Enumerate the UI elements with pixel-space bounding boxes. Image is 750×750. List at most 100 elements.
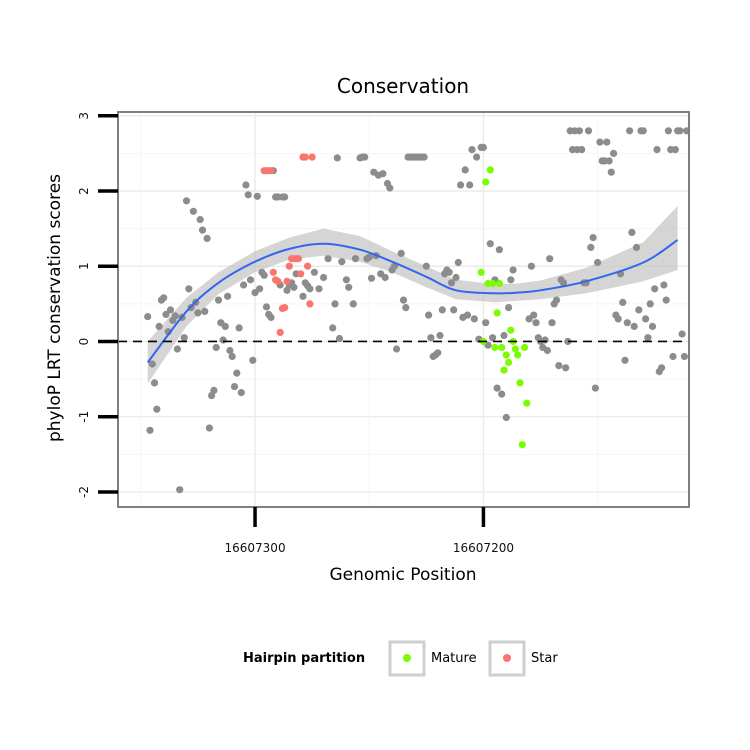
data-point-other: [345, 283, 353, 291]
data-point-other: [493, 384, 501, 392]
data-point-other: [614, 315, 622, 323]
data-point-other: [468, 146, 476, 154]
data-point-mature: [489, 279, 497, 288]
chart-title: Conservation: [337, 74, 469, 98]
data-point-other: [155, 322, 163, 330]
data-point-other: [466, 181, 474, 189]
data-point-other: [171, 312, 179, 320]
data-point-other: [642, 315, 650, 323]
data-point-other: [233, 369, 241, 377]
data-point-other: [427, 334, 435, 342]
y-tick-label: 2: [77, 187, 91, 195]
data-point-other: [532, 319, 540, 327]
data-point-other: [639, 127, 647, 135]
data-point-other: [226, 346, 234, 355]
data-point-other: [253, 192, 261, 200]
data-point-other: [543, 346, 552, 355]
data-point-other: [201, 307, 209, 315]
data-point-other: [402, 304, 410, 312]
data-point-other: [473, 153, 481, 161]
confidence-band-area: [147, 206, 678, 384]
data-point-other: [214, 296, 223, 304]
y-tick-label: -1: [77, 411, 91, 423]
plot-border: [117, 111, 690, 508]
data-point-other: [182, 197, 191, 205]
legend-label-mature: Mature: [431, 651, 477, 666]
data-point-mature: [498, 343, 506, 352]
data-point-other: [393, 345, 401, 353]
series-star: [260, 153, 316, 336]
data-point-other: [482, 319, 490, 327]
grid-lines: [118, 112, 689, 507]
data-point-other: [205, 424, 213, 432]
data-point-other: [249, 356, 257, 364]
data-point-other: [196, 216, 204, 224]
data-point-other: [299, 292, 307, 300]
data-point-other: [379, 170, 387, 178]
data-point-other: [454, 258, 462, 267]
data-point-mature: [507, 326, 515, 334]
data-point-other: [153, 405, 161, 413]
data-point-other: [578, 146, 586, 154]
data-point-other: [502, 413, 510, 422]
data-point-other: [324, 255, 332, 263]
data-point-other: [210, 386, 218, 394]
data-point-star: [281, 304, 289, 312]
data-point-other: [422, 262, 430, 270]
data-point-other: [450, 306, 458, 314]
data-point-other: [452, 273, 460, 282]
data-point-other: [260, 271, 268, 279]
data-point-other: [653, 146, 661, 154]
data-point-other: [212, 343, 220, 352]
data-point-star: [274, 277, 282, 285]
data-point-other: [486, 240, 494, 248]
data-point-other: [436, 331, 444, 340]
data-point-star: [297, 270, 305, 278]
data-point-other: [479, 143, 487, 151]
data-point-other: [166, 306, 175, 314]
data-point-other: [290, 283, 298, 291]
data-point-other: [198, 226, 207, 234]
data-point-other: [331, 300, 339, 308]
data-point-mature: [500, 366, 508, 374]
data-point-other: [562, 364, 570, 372]
data-point-other: [242, 181, 250, 189]
x-axis-title: Genomic Position: [329, 565, 476, 585]
data-point-other: [351, 255, 360, 263]
legend: Hairpin partition Mature Star: [243, 640, 558, 677]
data-point-other: [333, 154, 341, 162]
data-point-mature: [486, 166, 494, 174]
data-point-other: [664, 127, 673, 135]
y-tick-label: -2: [77, 486, 91, 498]
data-point-other: [146, 426, 154, 434]
data-point-other: [150, 379, 159, 387]
data-point-other: [262, 303, 271, 311]
data-point-other: [548, 319, 556, 327]
smooth-curve-line: [146, 239, 679, 364]
data-point-other: [621, 356, 629, 364]
data-point-other: [646, 300, 654, 308]
data-point-mature: [511, 345, 519, 353]
data-point-other: [320, 273, 328, 282]
data-point-other: [669, 352, 677, 361]
data-point-other: [530, 311, 538, 319]
data-point-star: [294, 255, 302, 263]
data-point-mature: [502, 351, 510, 359]
data-point-other: [658, 364, 666, 372]
data-point-other: [438, 306, 446, 314]
data-point-other: [623, 319, 631, 327]
data-point-star: [308, 153, 316, 161]
data-point-other: [644, 334, 652, 342]
y-tick-label: 1: [77, 262, 91, 270]
data-point-other: [386, 184, 394, 192]
legend-dot-star: [503, 654, 511, 662]
data-point-other: [555, 362, 563, 370]
data-point-other: [381, 273, 389, 282]
data-point-other: [185, 285, 193, 293]
legend-label-star: Star: [531, 651, 558, 666]
data-point-star: [301, 153, 309, 161]
data-point-other: [144, 313, 152, 321]
legend-entry-star: Star: [488, 640, 558, 677]
data-point-other: [244, 191, 252, 199]
data-point-other: [495, 246, 503, 254]
